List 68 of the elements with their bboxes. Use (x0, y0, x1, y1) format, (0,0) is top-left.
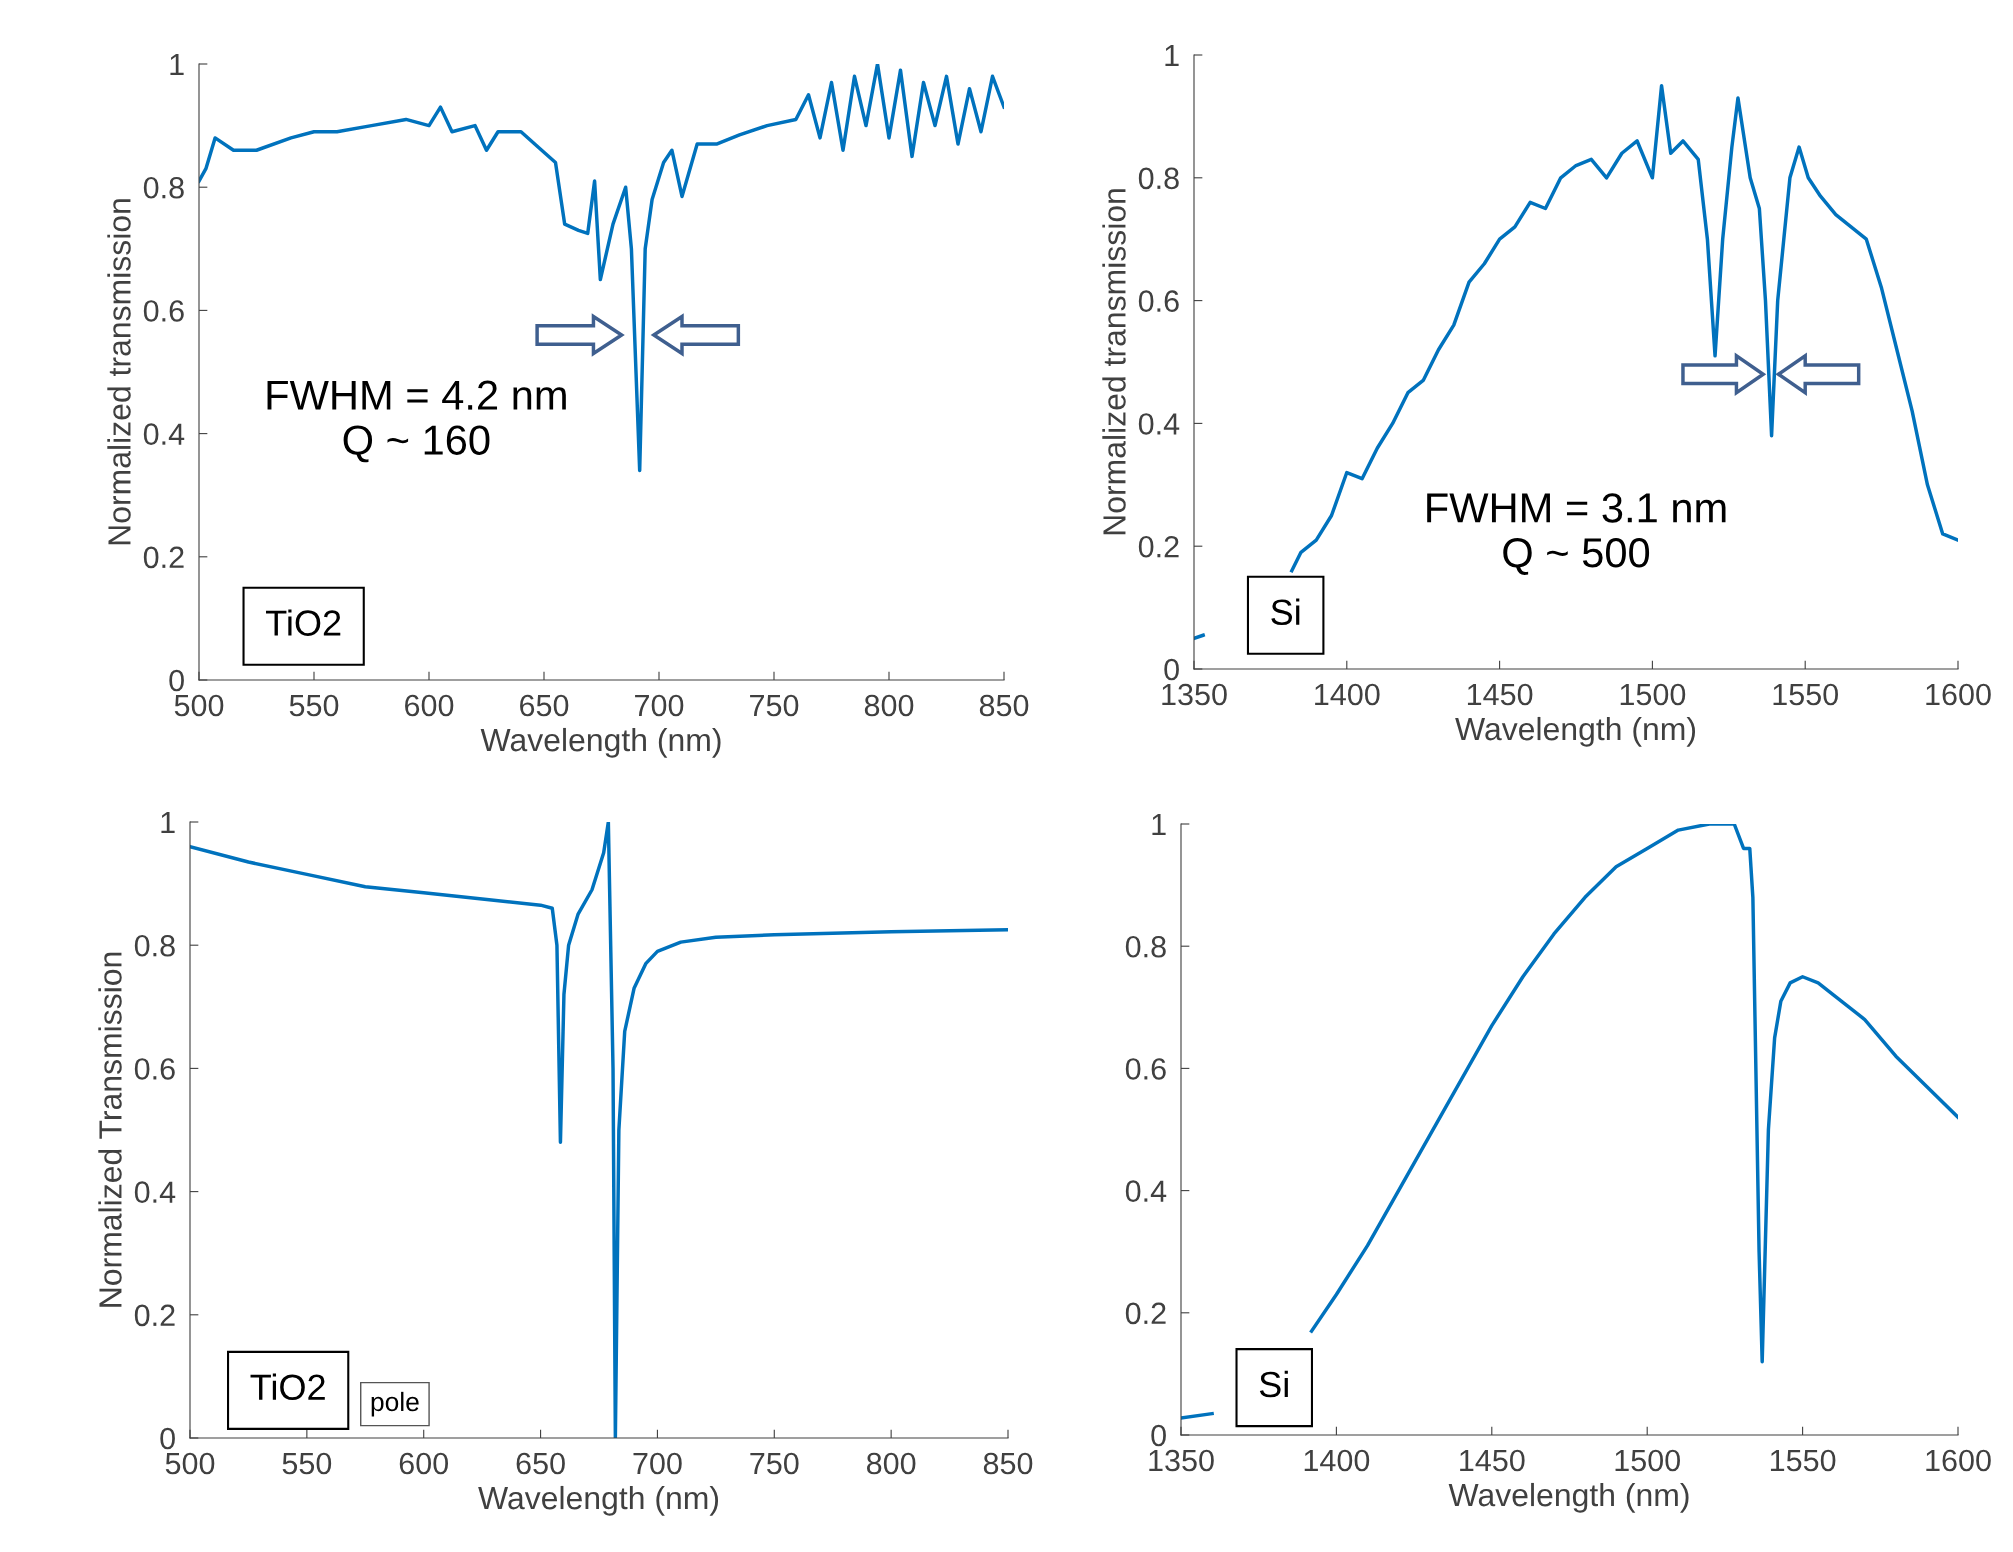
y-tick-label: 0.2 (1138, 535, 1179, 558)
y-tick-label: 1 (161, 812, 175, 834)
y-tick-label: 1 (1152, 814, 1166, 836)
x-tick-label: 750 (750, 1452, 799, 1475)
y-tick-label: 1 (1165, 45, 1179, 67)
x-tick-label: 1600 (1926, 1449, 1991, 1472)
y-tick-label: 0.8 (1138, 167, 1179, 190)
y-tick-label: 0.2 (1125, 1302, 1166, 1325)
x-tick-label: 1350 (1162, 683, 1227, 706)
annotation: Si (1271, 598, 1300, 626)
y-tick-label: 0.4 (143, 423, 185, 445)
annotation: TiO2 (250, 1373, 325, 1401)
x-tick-label: 1400 (1304, 1449, 1370, 1472)
x-tick-label: 600 (405, 694, 454, 717)
x-tick-label: 650 (520, 694, 569, 717)
x-tick-label: 1400 (1315, 683, 1380, 706)
x-tick-label: 1550 (1770, 1449, 1836, 1472)
y-tick-label: 0.2 (134, 1304, 175, 1327)
annotation: pole (371, 1391, 419, 1417)
x-tick-label: 650 (516, 1452, 565, 1475)
y-tick-label: 0 (160, 1427, 175, 1450)
y-tick-label: 0.8 (134, 934, 175, 957)
x-tick-label: 1600 (1926, 683, 1991, 706)
y-tick-label: 0 (169, 669, 184, 692)
x-axis-title: Wavelength (nm) (478, 1485, 719, 1516)
y-tick-label: 1 (170, 54, 184, 76)
x-tick-label: 700 (633, 1452, 682, 1475)
y-tick-label: 0.8 (1125, 935, 1166, 958)
x-tick-label: 1450 (1467, 683, 1533, 706)
x-tick-label: 500 (165, 1452, 215, 1475)
x-tick-label: 550 (289, 694, 339, 717)
x-tick-label: 800 (866, 1452, 916, 1475)
x-tick-label: 600 (399, 1452, 449, 1475)
annotation: Si (1259, 1370, 1288, 1398)
x-axis-title: Wavelength (nm) (1455, 716, 1696, 747)
y-tick-label: 0.6 (1125, 1058, 1166, 1080)
y-tick-label: 0.6 (134, 1058, 175, 1080)
y-axis-title: Normalized transmission (1102, 189, 1126, 535)
x-tick-label: 550 (282, 1452, 332, 1475)
line-series (190, 822, 1008, 1438)
annotation: FWHM = 4.2 nm Q ~ 160 (267, 380, 566, 463)
x-tick-label: 750 (750, 694, 799, 717)
y-tick-label: 0 (1151, 1424, 1166, 1447)
x-axis-title: Wavelength (nm) (480, 727, 721, 758)
annotation: FWHM = 3.1 nm Q ~ 500 (1427, 493, 1726, 576)
x-tick-label: 850 (983, 1452, 1033, 1475)
x-tick-label: 1350 (1149, 1449, 1214, 1472)
y-tick-label: 0.6 (143, 300, 184, 322)
x-tick-label: 1450 (1460, 1449, 1525, 1472)
x-tick-label: 800 (864, 694, 914, 717)
x-axis-title: Wavelength (nm) (1448, 1482, 1689, 1513)
y-tick-label: 0 (1164, 658, 1179, 681)
y-tick-label: 0.4 (1125, 1180, 1167, 1202)
x-tick-label: 700 (635, 694, 684, 717)
x-tick-label: 1550 (1773, 683, 1838, 706)
x-tick-label: 850 (979, 694, 1029, 717)
y-tick-label: 0.4 (1138, 413, 1180, 435)
x-tick-label: 1500 (1615, 1449, 1680, 1472)
x-tick-label: 500 (174, 694, 224, 717)
y-tick-label: 0.8 (143, 176, 184, 199)
y-tick-label: 0.4 (134, 1181, 176, 1203)
y-axis-title: Normalized transmission (107, 199, 131, 545)
annotation: TiO2 (266, 609, 341, 636)
y-tick-label: 0.2 (143, 546, 184, 569)
line-series (199, 64, 1004, 473)
x-tick-label: 1500 (1620, 683, 1686, 706)
y-tick-label: 0.6 (1138, 290, 1179, 312)
y-axis-title: Normalized Transmission (98, 952, 122, 1307)
